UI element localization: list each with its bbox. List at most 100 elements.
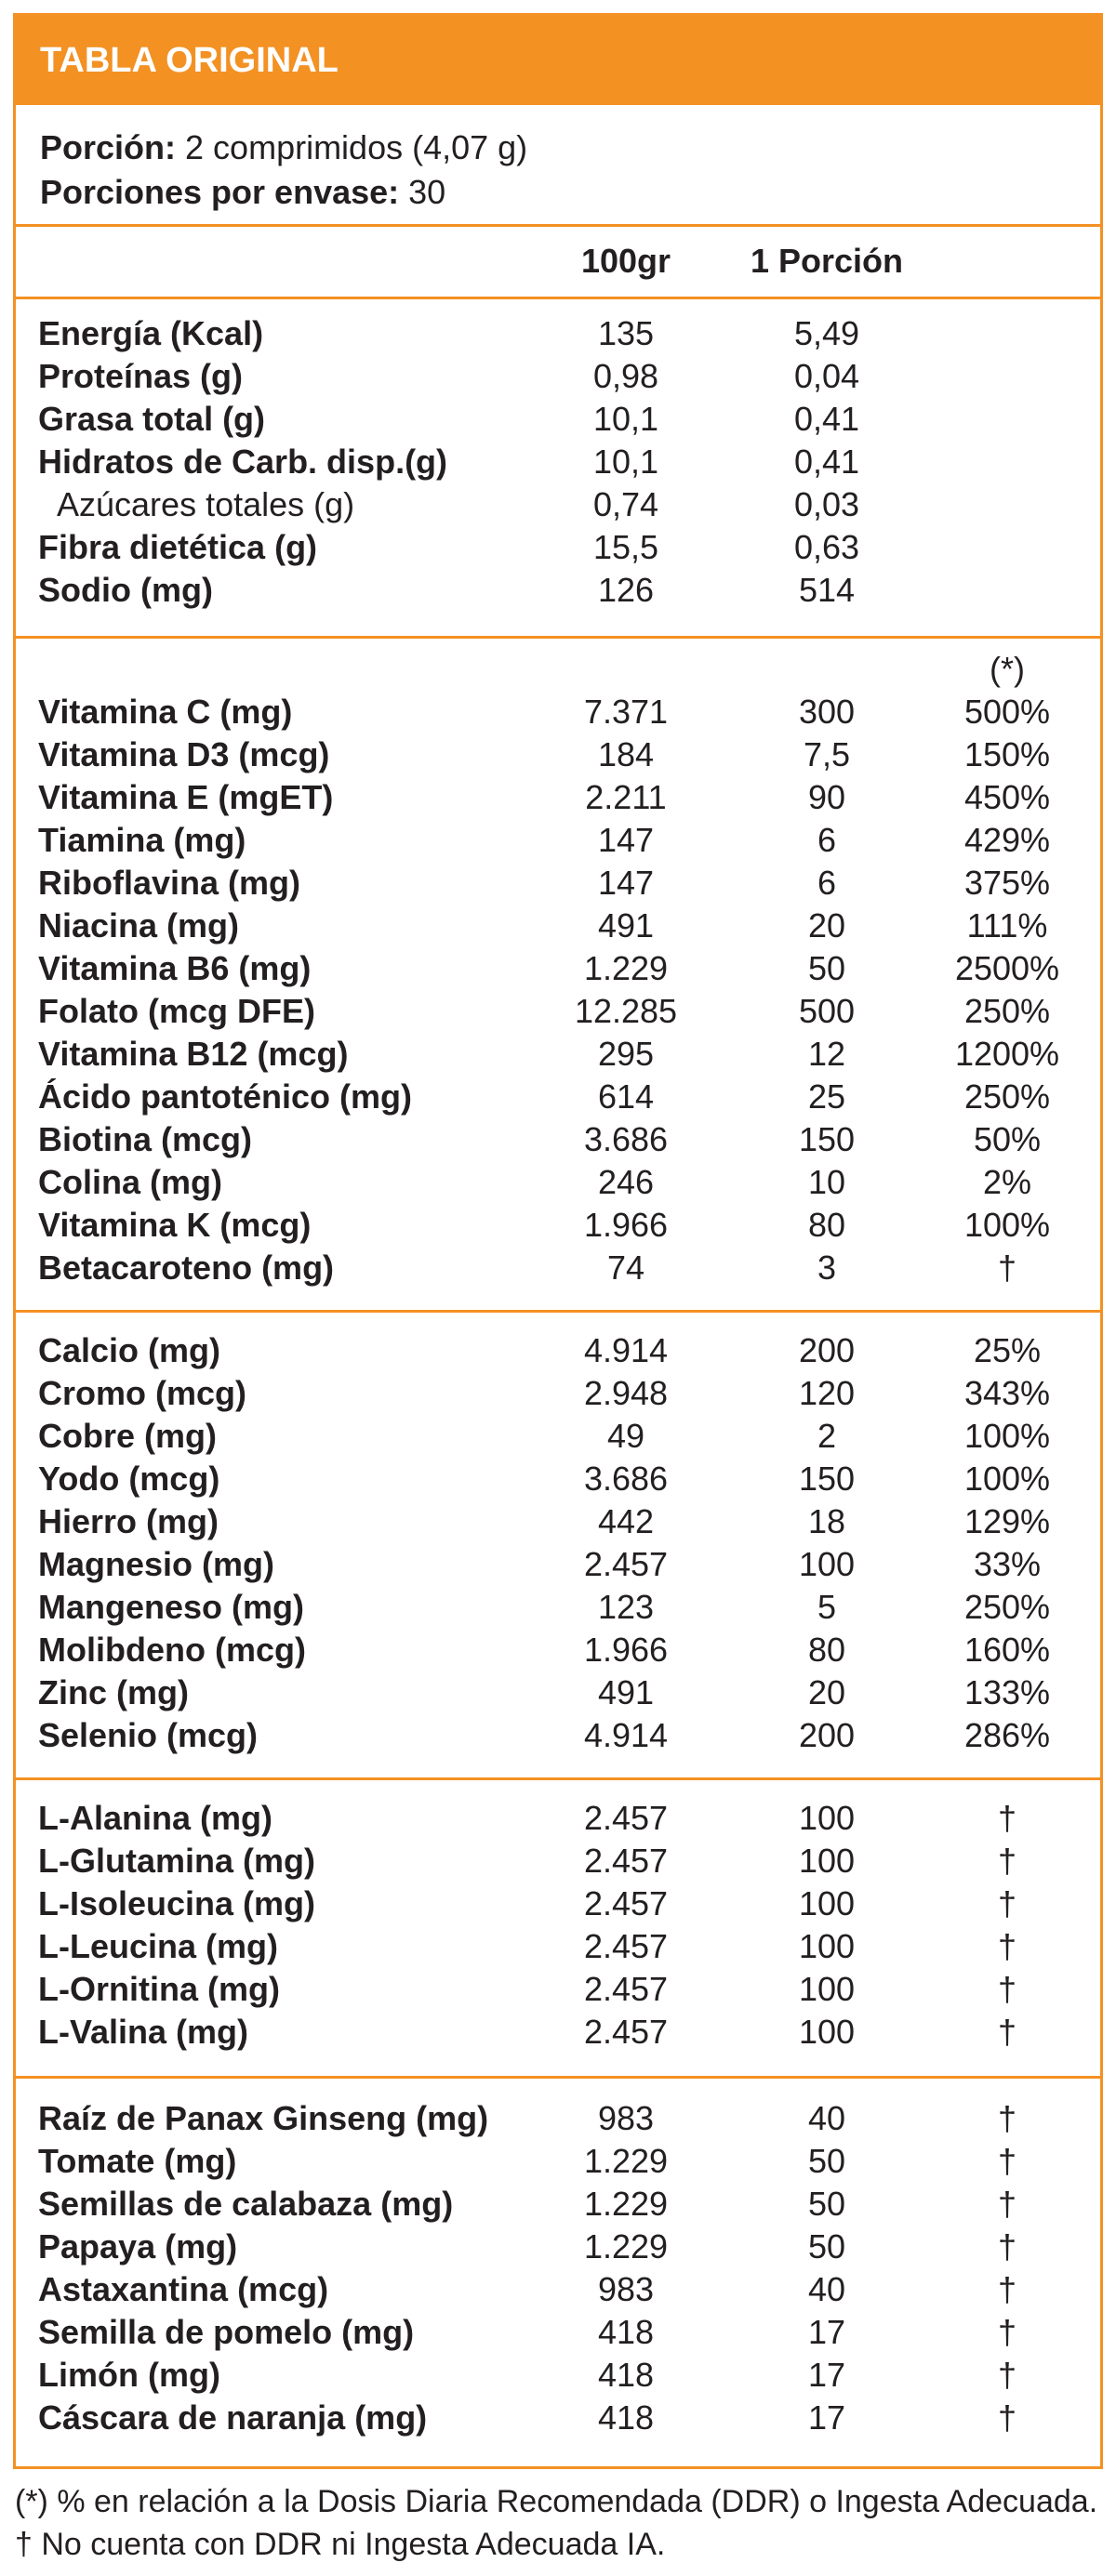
table-row: L-Glutamina (mg) 2.457 100 † — [16, 1840, 1100, 1882]
nutrient-name: Yodo (mcg) — [38, 1460, 220, 1498]
nutrient-name: Hierro (mg) — [38, 1502, 219, 1540]
column-header-100g: 100gr — [580, 242, 671, 280]
value-portion: 150 — [798, 1460, 856, 1498]
nutrient-name: Vitamina K (mcg) — [38, 1206, 312, 1244]
value-portion: 80 — [807, 1631, 846, 1669]
table-row: Hidratos de Carb. disp.(g) 10,1 0,41 — [16, 441, 1100, 483]
value-ddr-percent: 250% — [963, 1588, 1051, 1626]
value-portion: 5 — [817, 1588, 837, 1626]
nutrient-name: Proteínas (g) — [38, 357, 244, 395]
value-portion: 150 — [798, 1120, 856, 1158]
value-ddr-percent: † — [997, 2356, 1017, 2394]
nutrient-name: L-Leucina (mg) — [38, 1927, 278, 1965]
value-100g: 295 — [597, 1035, 655, 1073]
value-100g: 7.371 — [583, 693, 669, 731]
nutrient-name: Cobre (mg) — [38, 1417, 217, 1455]
table-row: Zinc (mg) 491 20 133% — [16, 1671, 1100, 1714]
nutrient-name: Energía (Kcal) — [38, 314, 264, 352]
table-row: Semillas de calabaza (mg) 1.229 50 † — [16, 2183, 1100, 2226]
vitamins-section: (*) Vitamina C (mg) 7.371 300 500% Vitamina … — [16, 639, 1100, 1313]
value-100g: 74 — [606, 1248, 645, 1287]
servings-per-container-value: 30 — [408, 173, 446, 211]
value-portion: 17 — [807, 2313, 846, 2351]
value-100g: 3.686 — [583, 1120, 669, 1158]
nutrient-name: Colina (mg) — [38, 1163, 222, 1201]
value-100g: 15,5 — [592, 528, 659, 566]
value-ddr-percent: † — [997, 1970, 1017, 2008]
footnote: (*) % en relación a la Dosis Diaria Reco… — [15, 2484, 1098, 2562]
value-portion: 500 — [798, 992, 856, 1030]
servings-per-container-label: Porciones por envase: — [40, 173, 400, 211]
value-ddr-percent: 250% — [963, 992, 1051, 1030]
table-row: Colina (mg) 246 10 2% — [16, 1161, 1100, 1204]
value-portion: 6 — [817, 821, 837, 859]
table-title: TABLA ORIGINAL — [16, 16, 1100, 105]
value-100g: 2.457 — [583, 2013, 669, 2051]
value-ddr-percent: 33% — [973, 1545, 1042, 1583]
nutrition-table: TABLA ORIGINAL Porción: 2 comprimidos (4… — [13, 13, 1103, 2469]
value-100g: 4.914 — [583, 1331, 669, 1369]
value-ddr-percent: † — [997, 2185, 1017, 2223]
value-ddr-percent: † — [997, 2313, 1017, 2351]
value-portion: 20 — [807, 906, 846, 945]
value-portion: 120 — [798, 1374, 856, 1412]
table-row: Magnesio (mg) 2.457 100 33% — [16, 1543, 1100, 1586]
value-100g: 2.457 — [583, 1799, 669, 1837]
value-100g: 0,98 — [592, 357, 659, 395]
table-row: Yodo (mcg) 3.686 150 100% — [16, 1458, 1100, 1500]
value-portion: 0,41 — [793, 443, 860, 481]
value-ddr-percent: † — [997, 2142, 1017, 2180]
table-row: Betacaroteno (mg) 74 3 † — [16, 1247, 1100, 1289]
value-portion: 12 — [807, 1035, 846, 1073]
serving-size-label: Porción: — [40, 128, 177, 166]
value-100g: 147 — [597, 821, 655, 859]
value-100g: 983 — [597, 2270, 655, 2308]
value-portion: 100 — [798, 1884, 856, 1922]
value-ddr-percent: 150% — [963, 735, 1051, 773]
table-row: Cáscara de naranja (mg) 418 17 † — [16, 2397, 1100, 2439]
nutrient-name: Tomate (mg) — [38, 2142, 237, 2180]
table-row: Vitamina B12 (mcg) 295 12 1200% — [16, 1033, 1100, 1076]
value-ddr-percent: 100% — [963, 1206, 1051, 1244]
table-row: Vitamina E (mgET) 2.211 90 450% — [16, 776, 1100, 819]
nutrient-name: Papaya (mg) — [38, 2227, 238, 2266]
value-100g: 2.457 — [583, 1970, 669, 2008]
table-row: Calcio (mg) 4.914 200 25% — [16, 1329, 1100, 1372]
table-row: Vitamina K (mcg) 1.966 80 100% — [16, 1204, 1100, 1247]
value-portion: 3 — [817, 1248, 837, 1287]
table-row: Raíz de Panax Ginseng (mg) 983 40 † — [16, 2097, 1100, 2140]
value-ddr-percent: † — [997, 2398, 1017, 2437]
value-ddr-percent: † — [997, 1799, 1017, 1837]
value-100g: 3.686 — [583, 1460, 669, 1498]
table-row: L-Leucina (mg) 2.457 100 † — [16, 1925, 1100, 1968]
table-row: Papaya (mg) 1.229 50 † — [16, 2226, 1100, 2268]
value-100g: 123 — [597, 1588, 655, 1626]
value-100g: 147 — [597, 864, 655, 902]
value-ddr-percent: 50% — [973, 1120, 1042, 1158]
table-row: Tiamina (mg) 147 6 429% — [16, 819, 1100, 862]
nutrient-name: L-Ornitina (mg) — [38, 1970, 280, 2008]
value-ddr-percent: 286% — [963, 1716, 1051, 1754]
table-row: Fibra dietética (g) 15,5 0,63 — [16, 526, 1100, 569]
value-portion: 18 — [807, 1502, 846, 1540]
nutrient-name: Tiamina (mg) — [38, 821, 246, 859]
nutrient-name: Vitamina D3 (mcg) — [38, 735, 330, 773]
value-portion: 7,5 — [803, 735, 851, 773]
table-row: Hierro (mg) 442 18 129% — [16, 1500, 1100, 1543]
amino-acids-section: L-Alanina (mg) 2.457 100 † L-Glutamina (mg) 2… — [16, 1780, 1100, 2079]
value-ddr-percent: 343% — [963, 1374, 1051, 1412]
table-row: L-Ornitina (mg) 2.457 100 † — [16, 1968, 1100, 2011]
value-portion: 50 — [807, 2227, 846, 2266]
table-row: Cobre (mg) 49 2 100% — [16, 1415, 1100, 1458]
value-ddr-percent: † — [997, 2270, 1017, 2308]
table-row: Semilla de pomelo (mg) 418 17 † — [16, 2311, 1100, 2354]
value-ddr-percent: 25% — [973, 1331, 1042, 1369]
table-row: L-Alanina (mg) 2.457 100 † — [16, 1797, 1100, 1840]
value-100g: 1.229 — [583, 2185, 669, 2223]
value-100g: 0,74 — [592, 485, 659, 523]
value-100g: 49 — [606, 1417, 645, 1455]
value-100g: 246 — [597, 1163, 655, 1201]
value-100g: 1.229 — [583, 949, 669, 987]
nutrient-name: Azúcares totales (g) — [57, 485, 355, 523]
nutrient-name: Ácido pantoténico (mg) — [38, 1077, 412, 1116]
